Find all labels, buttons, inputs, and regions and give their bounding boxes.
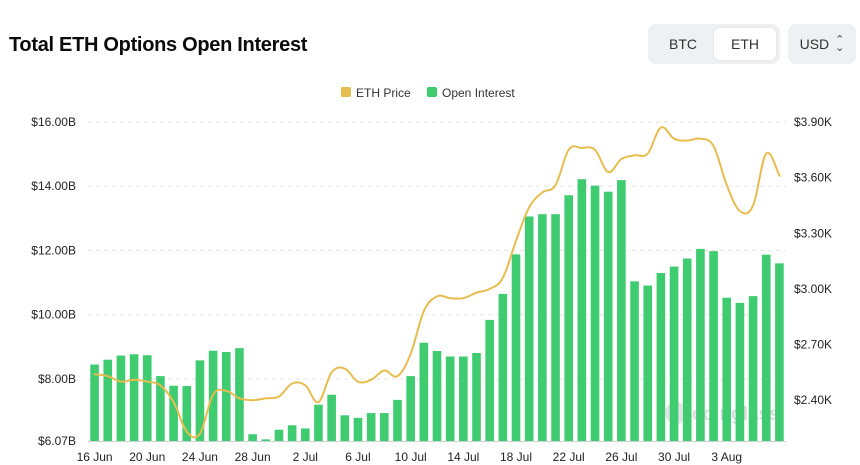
x-tick-label: 16 Jun <box>77 450 113 464</box>
y-left-tick-label: $8.00B <box>38 372 76 386</box>
legend-label-open-interest: Open Interest <box>442 86 515 100</box>
asset-toggle: BTC ETH <box>648 24 780 64</box>
y-left-tick-label: $10.00B <box>31 308 76 322</box>
open-interest-bar[interactable] <box>221 352 231 441</box>
open-interest-bar[interactable] <box>735 302 745 441</box>
open-interest-bar[interactable] <box>590 185 600 441</box>
open-interest-bar[interactable] <box>195 360 205 441</box>
open-interest-bar[interactable] <box>393 399 402 441</box>
open-interest-bar[interactable] <box>314 404 323 441</box>
open-interest-bar[interactable] <box>274 429 284 441</box>
x-tick-label: 18 Jul <box>500 450 532 464</box>
open-interest-bar[interactable] <box>182 386 192 441</box>
open-interest-bar[interactable] <box>511 254 521 441</box>
open-interest-bar[interactable] <box>169 385 178 441</box>
x-tick-label: 30 Jul <box>658 450 690 464</box>
eth-price-line <box>93 126 781 439</box>
open-interest-bar[interactable] <box>643 285 653 441</box>
y-right-tick-label: $2.70K <box>794 338 832 352</box>
x-tick-label: 10 Jul <box>395 450 427 464</box>
legend-swatch-open-interest[interactable] <box>427 87 437 97</box>
open-interest-bar[interactable] <box>564 195 573 441</box>
grid-lines <box>88 121 786 442</box>
y-right-tick-label: $2.40K <box>794 393 832 407</box>
y-left-tick-label: $6.07B <box>38 434 76 448</box>
x-tick-label: 14 Jul <box>447 450 479 464</box>
open-interest-bar[interactable] <box>498 293 508 441</box>
open-interest-bar[interactable] <box>472 352 481 441</box>
x-tick-label: 28 Jun <box>235 450 271 464</box>
eth-toggle-button[interactable]: ETH <box>714 28 776 60</box>
y-right-tick-label: $3.30K <box>794 226 832 240</box>
x-tick-label: 24 Jun <box>182 450 218 464</box>
open-interest-bar[interactable] <box>287 425 297 441</box>
open-interest-bar[interactable] <box>577 179 587 441</box>
open-interest-bar[interactable] <box>775 263 784 441</box>
open-interest-bar[interactable] <box>617 180 626 441</box>
x-tick-label: 20 Jun <box>129 450 165 464</box>
chevron-updown-icon: ⌃ ⌄ <box>835 34 845 54</box>
open-interest-bar[interactable] <box>445 356 455 441</box>
open-interest-bar[interactable] <box>261 439 271 441</box>
open-interest-bar[interactable] <box>459 356 468 441</box>
open-interest-bar[interactable] <box>696 248 705 441</box>
page-title: Total ETH Options Open Interest <box>9 34 308 56</box>
left-axis-ticks: $16.00B $14.00B $12.00B $10.00B $8.00B $6.07B <box>31 115 76 448</box>
y-right-tick-label: $3.00K <box>794 282 832 296</box>
open-interest-bar[interactable] <box>748 296 758 441</box>
x-tick-label: 6 Jul <box>345 450 370 464</box>
y-right-tick-label: $3.60K <box>794 171 832 185</box>
btc-toggle-button[interactable]: BTC <box>669 36 697 52</box>
open-interest-bar[interactable] <box>142 355 152 441</box>
open-interest-bar[interactable] <box>248 434 257 441</box>
open-interest-bar[interactable] <box>682 258 692 441</box>
open-interest-bar[interactable] <box>366 413 376 441</box>
open-interest-bar[interactable] <box>156 376 165 441</box>
x-tick-label: 22 Jul <box>553 450 585 464</box>
open-interest-bar[interactable] <box>419 342 429 441</box>
open-interest-bar[interactable] <box>406 376 415 441</box>
x-tick-label: 2 Jul <box>293 450 318 464</box>
open-interest-bar[interactable] <box>116 355 126 441</box>
open-interest-bar[interactable] <box>301 428 310 441</box>
currency-select[interactable]: USD ⌃ ⌄ <box>788 24 856 64</box>
open-interest-bar[interactable] <box>630 281 639 441</box>
open-interest-bars <box>90 179 784 441</box>
open-interest-bar[interactable] <box>524 216 534 441</box>
open-interest-bar[interactable] <box>90 364 99 441</box>
open-interest-bar[interactable] <box>327 394 336 441</box>
open-interest-bar[interactable] <box>432 351 442 441</box>
open-interest-bar[interactable] <box>603 191 613 441</box>
x-tick-label: 26 Jul <box>605 450 637 464</box>
chart-legend: ETH Price Open Interest <box>341 86 515 100</box>
y-left-tick-label: $12.00B <box>31 243 76 257</box>
x-axis-ticks: 16 Jun 20 Jun 24 Jun 28 Jun 2 Jul 6 Jul 10 Jul… <box>77 450 743 464</box>
open-interest-bar[interactable] <box>538 214 547 441</box>
open-interest-bar[interactable] <box>380 413 389 441</box>
x-tick-label: 3 Aug <box>711 450 742 464</box>
open-interest-bar[interactable] <box>669 266 679 441</box>
open-interest-bar[interactable] <box>709 251 718 441</box>
open-interest-bar[interactable] <box>485 319 494 441</box>
open-interest-bar[interactable] <box>722 297 732 441</box>
currency-select-value: USD <box>799 36 830 52</box>
right-axis-ticks: $3.90K $3.60K $3.30K $3.00K $2.70K $2.40K <box>794 115 832 407</box>
open-interest-bar[interactable] <box>551 214 560 441</box>
open-interest-bar[interactable] <box>656 272 666 441</box>
legend-swatch-eth-price[interactable] <box>341 87 351 97</box>
open-interest-bar[interactable] <box>761 254 771 441</box>
y-left-tick-label: $16.00B <box>31 115 76 129</box>
open-interest-bar[interactable] <box>129 354 139 441</box>
open-interest-bar[interactable] <box>235 348 244 441</box>
open-interest-bar[interactable] <box>353 417 363 441</box>
legend-label-eth-price: ETH Price <box>356 86 411 100</box>
y-right-tick-label: $3.90K <box>794 115 832 129</box>
open-interest-bar[interactable] <box>103 359 113 441</box>
y-left-tick-label: $14.00B <box>31 179 76 193</box>
open-interest-bar[interactable] <box>340 415 350 441</box>
